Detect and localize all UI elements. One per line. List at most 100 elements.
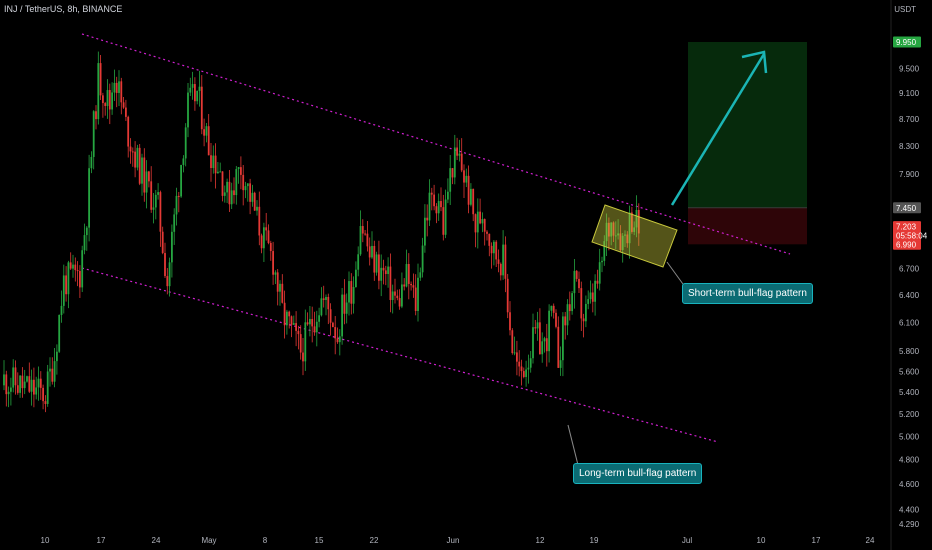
candle-body <box>97 63 100 120</box>
candle-body <box>635 209 638 228</box>
long-flag-pointer <box>567 424 579 466</box>
candle-body <box>562 316 564 361</box>
candle-body <box>628 212 631 244</box>
candle-body <box>426 217 429 221</box>
candle-body <box>391 291 394 300</box>
candle-body <box>295 323 297 331</box>
candle-body <box>329 309 332 323</box>
stop-zone <box>688 207 807 245</box>
candle-body <box>447 191 449 200</box>
x-tick-label: 12 <box>536 536 545 545</box>
price-badge-label: 6.990 <box>896 240 917 249</box>
candle-body <box>325 297 327 300</box>
candle-body <box>299 334 302 353</box>
candle-body <box>332 322 334 328</box>
price-badge-entry <box>893 202 921 214</box>
candle-body <box>631 212 633 232</box>
candle-body <box>610 222 613 237</box>
time-axis[interactable]: 10 17 24 May 8 15 22 Jun 12 19 Jul 10 17 24 <box>41 536 875 545</box>
candle-body <box>65 275 67 295</box>
candle-body <box>76 270 79 272</box>
price-badge-label: 9.950 <box>896 38 917 47</box>
candle-body <box>417 277 419 312</box>
candle-body <box>575 270 578 279</box>
candle-body <box>42 387 44 402</box>
y-tick-label: 4.600 <box>899 480 920 489</box>
candle-body <box>58 314 61 352</box>
candle-body <box>545 338 548 352</box>
candle-body <box>30 379 33 392</box>
symbol-title: INJ / TetherUS, 8h, BINANCE <box>4 4 123 14</box>
candle-body <box>345 302 348 314</box>
candle-body <box>336 338 339 343</box>
candle-body <box>557 326 560 368</box>
candle-body <box>309 318 311 325</box>
candle-body <box>46 371 49 404</box>
candle-body <box>290 316 293 325</box>
candle-body <box>157 192 159 195</box>
candle-body <box>189 87 192 93</box>
candle-body <box>180 164 182 197</box>
candle-body <box>182 158 185 165</box>
candle-body <box>456 147 458 156</box>
candle-body <box>297 330 300 335</box>
x-tick-label: Jun <box>447 536 460 545</box>
candle-body <box>49 368 51 372</box>
candle-body <box>341 294 343 337</box>
candle-body <box>421 245 424 273</box>
candle-body <box>559 360 562 368</box>
candle-body <box>118 81 120 93</box>
candle-body <box>582 318 585 322</box>
candle-body <box>292 323 295 325</box>
candle-body <box>637 209 640 234</box>
candle-body <box>7 391 10 395</box>
price-badge-last <box>893 221 921 242</box>
candle-body <box>555 312 557 327</box>
candle-body <box>364 233 366 235</box>
candle-body <box>387 266 389 275</box>
candle-body <box>532 327 534 359</box>
price-badge-label: 7.450 <box>896 204 917 213</box>
candle-body <box>90 156 93 169</box>
candle-body <box>424 217 426 246</box>
candle-body <box>154 194 157 208</box>
candle-body <box>596 280 599 284</box>
candle-body <box>3 374 5 386</box>
candle-body <box>550 305 553 311</box>
candle-body <box>449 168 452 192</box>
candle-body <box>486 231 488 234</box>
candle-body <box>444 199 447 235</box>
y-tick-label: 6.100 <box>899 318 920 327</box>
candle-body <box>612 222 615 236</box>
price-badge-countdown: 05:58:04 <box>896 232 928 241</box>
candle-body <box>5 374 8 395</box>
up-arrow-head <box>741 50 768 74</box>
candle-body <box>233 190 235 196</box>
candle-body <box>407 263 410 284</box>
y-tick-label: 4.290 <box>899 520 920 529</box>
candle-body <box>92 111 95 157</box>
y-tick-label: 4.800 <box>899 456 920 465</box>
currency-label: USDT <box>894 5 916 14</box>
candle-body <box>102 95 104 104</box>
candle-body <box>131 151 134 153</box>
candle-body <box>311 318 314 327</box>
price-axis[interactable]: 9.500 9.100 8.700 8.300 7.900 6.700 6.400 6.100… <box>899 65 920 529</box>
price-badge-label: 7.203 <box>896 223 917 232</box>
y-tick-label: 6.400 <box>899 291 920 300</box>
candle-body <box>39 378 42 388</box>
candle-body <box>159 192 162 232</box>
candle-body <box>327 297 330 310</box>
candle-body <box>260 235 263 249</box>
candle-body <box>258 206 261 236</box>
short-term-flag-label[interactable]: Short-term bull-flag pattern <box>682 283 813 304</box>
candle-body <box>624 234 626 236</box>
long-term-flag-label[interactable]: Long-term bull-flag pattern <box>573 463 703 484</box>
candle-body <box>361 226 364 234</box>
candle-body <box>28 376 31 392</box>
candle-body <box>603 241 606 261</box>
candle-body <box>306 322 309 325</box>
candle-body <box>322 298 325 300</box>
candle-body <box>509 312 511 331</box>
